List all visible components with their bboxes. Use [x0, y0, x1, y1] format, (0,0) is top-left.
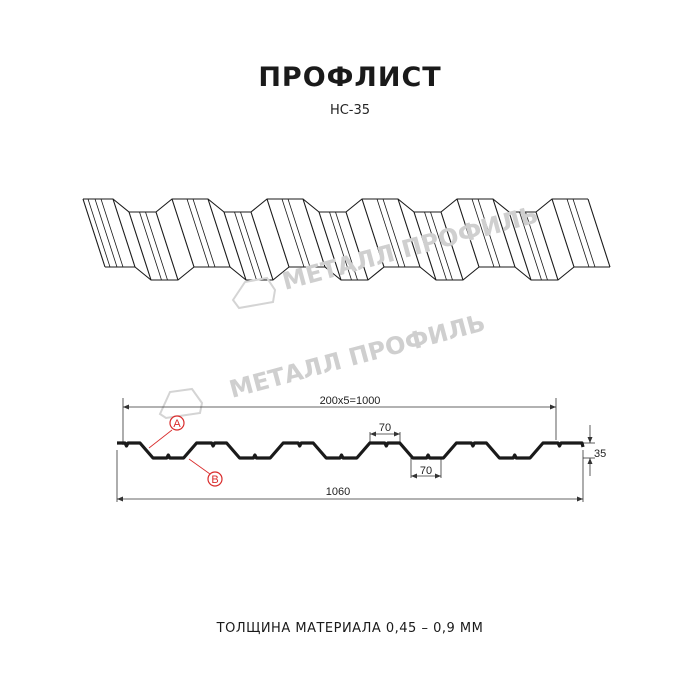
dim-top-flat: 70	[379, 422, 391, 434]
marker-b: B	[188, 458, 223, 487]
svg-text:МЕТАЛЛ ПРОФИЛЬ: МЕТАЛЛ ПРОФИЛЬ	[226, 309, 488, 404]
watermark-logo: МЕТАЛЛ ПРОФИЛЬ МЕТАЛЛ ПРОФИЛЬ	[158, 201, 541, 420]
model-label: НС-35	[329, 103, 371, 118]
dimension-lines	[116, 398, 595, 502]
svg-text:A: A	[173, 418, 181, 430]
sheet-3d-view	[82, 198, 611, 281]
dim-full-width: 1060	[326, 486, 350, 498]
page-title: ПРОФЛИСТ	[258, 62, 442, 93]
svg-text:B: B	[211, 474, 218, 486]
dim-height: 35	[594, 448, 606, 460]
dim-bottom-flat: 70	[420, 465, 432, 477]
material-thickness: ТОЛЩИНА МАТЕРИАЛА 0,45 – 0,9 ММ	[216, 621, 484, 636]
marker-a: A	[148, 415, 185, 449]
dim-pitch-total: 200x5=1000	[320, 395, 381, 407]
profile-section	[117, 441, 585, 460]
